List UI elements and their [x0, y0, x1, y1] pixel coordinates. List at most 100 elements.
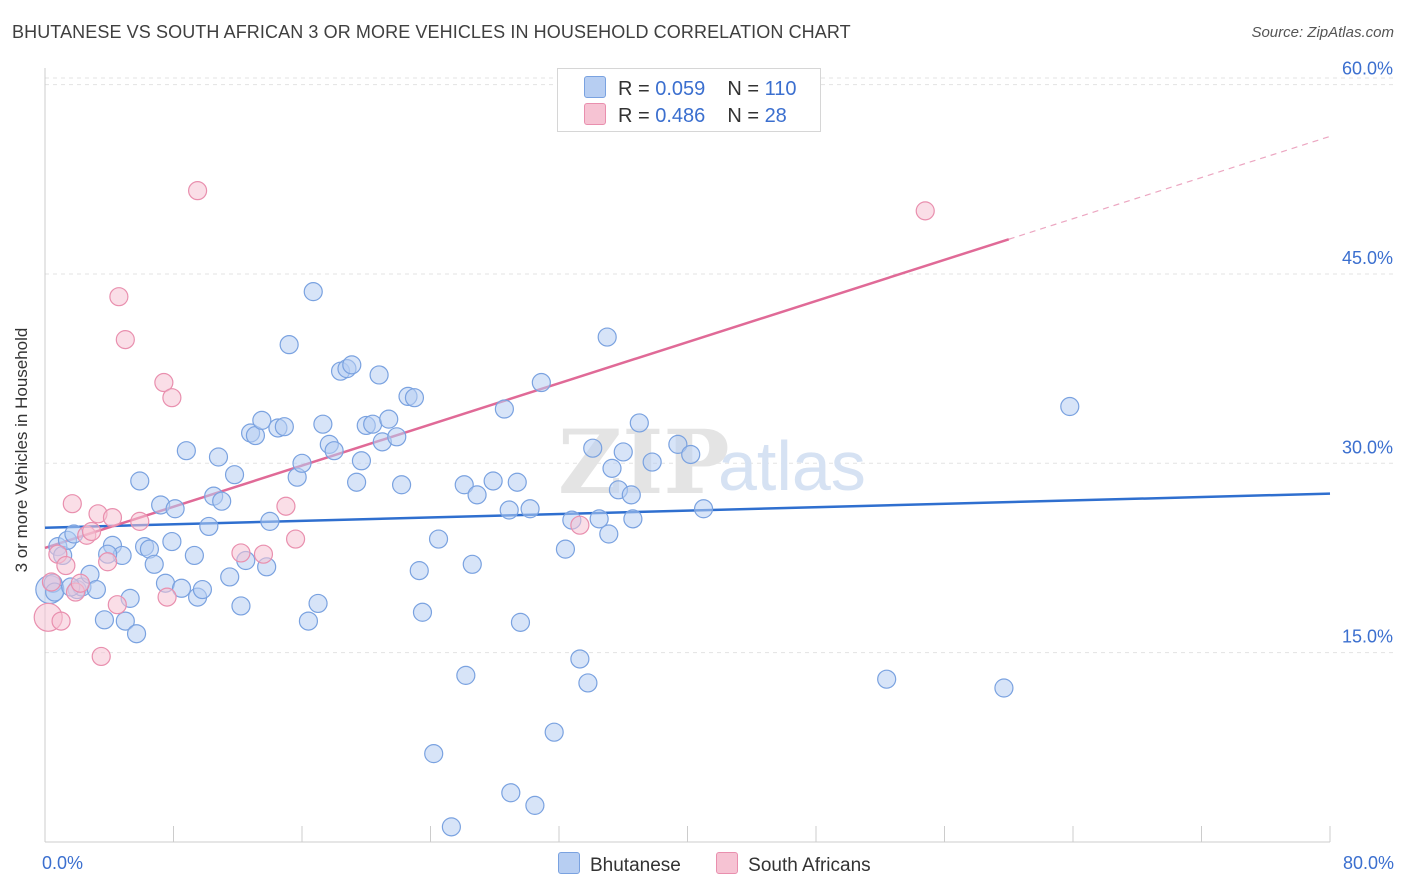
bhutanese-point [391, 475, 412, 495]
south-african-point [70, 573, 90, 593]
r-label: R = [618, 78, 656, 100]
bhutanese-point [379, 409, 399, 429]
bhutanese-point [494, 399, 514, 419]
bhutanese-point [994, 678, 1014, 698]
blue-swatch-icon [584, 76, 606, 98]
bhutanese-point [544, 722, 564, 742]
bhutanese-point [499, 500, 519, 520]
legend-item-bhutanese[interactable]: Bhutanese [558, 852, 681, 877]
bhutanese-point [428, 529, 449, 549]
bhutanese-point [507, 472, 527, 492]
axes [44, 68, 1331, 843]
bhutanese-point [525, 795, 545, 815]
bhutanese-point [642, 452, 662, 472]
bhutanese-point [252, 410, 272, 430]
bhutanese-point [184, 545, 204, 566]
bhutanese-point [171, 578, 192, 598]
watermark-atlas: atlas [718, 427, 866, 505]
bhutanese-point [409, 561, 429, 581]
bhutanese-point [363, 414, 383, 434]
bhutanese-point [578, 673, 598, 693]
bhutanese-point [192, 579, 213, 600]
bhutanese-point [313, 414, 333, 434]
r-value: 0.486 [655, 105, 706, 127]
trend-line-bhutanese [44, 492, 1331, 529]
bhutanese-point [260, 511, 280, 531]
bhutanese-point [583, 438, 603, 458]
bhutanese-point [623, 509, 643, 529]
bhutanese-point [292, 453, 312, 473]
trend-line-extension [1008, 135, 1331, 240]
south-african-point [56, 555, 76, 576]
bhutanese-point [693, 499, 714, 519]
x-tick-label: 80.0% [1343, 853, 1394, 873]
bhutanese-point [144, 554, 164, 574]
south-african-point [62, 494, 82, 514]
y-tick-label: 45.0% [1342, 248, 1393, 268]
y-tick-label: 30.0% [1342, 437, 1393, 457]
south-african-point [162, 388, 182, 408]
bhutanese-point [555, 539, 576, 559]
bhutanese-point [424, 744, 444, 764]
pink-swatch-icon [584, 103, 606, 125]
bhutanese-point [199, 516, 219, 537]
south-african-point [285, 529, 306, 549]
south-african-point [115, 330, 135, 350]
data-points [33, 181, 1080, 837]
bhutanese-point [130, 471, 150, 491]
stats-legend-row-south-africans: R = 0.486 N = 28 [584, 103, 787, 128]
legend-item-south-africans[interactable]: South Africans [716, 852, 871, 877]
bhutanese-point [212, 491, 232, 511]
bhutanese-point [531, 372, 551, 393]
south-african-point [231, 543, 251, 563]
tick-labels: 15.0% 30.0% 45.0% 60.0% 0.0% 80.0% [42, 59, 1394, 873]
series-legend: Bhutanese South Africans [558, 852, 901, 877]
bhutanese-point [510, 612, 531, 632]
blue-swatch-icon [558, 852, 580, 874]
y-axis-label: 3 or more Vehicles in Household [12, 327, 31, 573]
bhutanese-point [877, 669, 897, 689]
n-value: 110 [764, 78, 797, 100]
south-african-point [41, 572, 62, 592]
x-tick-label: 0.0% [42, 853, 83, 873]
r-value: 0.059 [655, 78, 706, 100]
south-african-point [187, 181, 208, 201]
south-african-point [91, 646, 111, 667]
bhutanese-point [274, 417, 294, 437]
bhutanese-point [126, 624, 147, 644]
source-credit: Source: ZipAtlas.com [1251, 24, 1394, 41]
bhutanese-point [94, 610, 115, 630]
south-african-point [130, 511, 150, 531]
bhutanese-point [231, 596, 251, 616]
bhutanese-point [303, 282, 323, 302]
bhutanese-point [369, 365, 389, 385]
bhutanese-point [308, 593, 328, 614]
r-label: R = [618, 105, 656, 127]
y-axis-label-wrap: 3 or more Vehicles in Household [12, 300, 32, 600]
bhutanese-point [176, 441, 196, 461]
bhutanese-point [570, 649, 590, 669]
bhutanese-point [220, 567, 240, 587]
south-african-point [81, 521, 102, 542]
stats-legend: R = 0.059 N = 110 R = 0.486 N = 28 [557, 68, 821, 132]
bhutanese-point [668, 434, 688, 454]
south-african-point [154, 372, 174, 393]
south-african-point [98, 552, 118, 572]
n-value: 28 [764, 105, 787, 127]
south-african-point [51, 611, 71, 631]
bhutanese-point [602, 458, 622, 478]
south-african-point [570, 515, 590, 535]
bhutanese-point [387, 427, 407, 447]
bhutanese-point [629, 413, 649, 433]
bhutanese-point [467, 485, 487, 505]
bhutanese-point [441, 817, 461, 837]
bhutanese-point [342, 355, 362, 375]
bhutanese-point [589, 509, 609, 529]
legend-label: Bhutanese [590, 855, 681, 876]
bhutanese-point [115, 611, 135, 631]
south-african-point [253, 544, 274, 564]
bhutanese-point [347, 472, 367, 492]
bhutanese-point [483, 471, 503, 491]
